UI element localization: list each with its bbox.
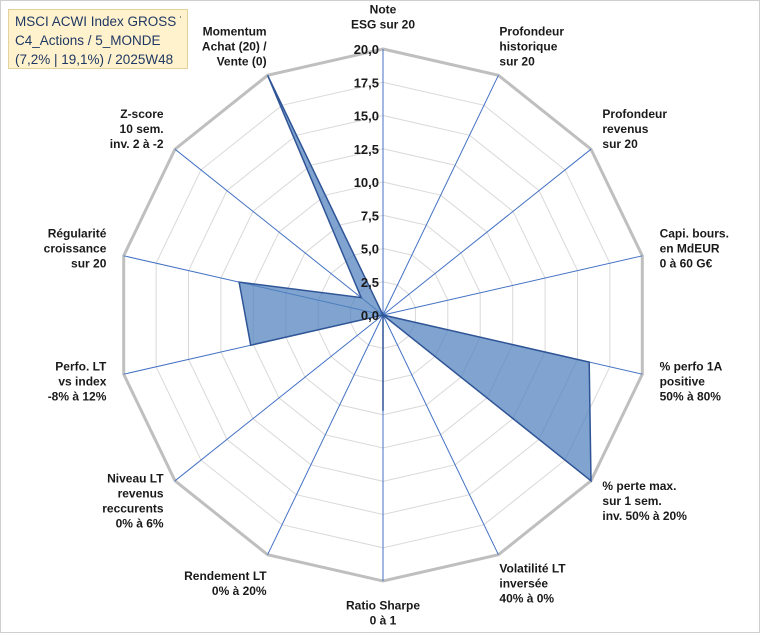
radar-tick-label: 20,0	[354, 42, 379, 57]
radar-axis-label-line: Volatilité LT	[499, 562, 566, 576]
radar-axis-label-line: reccurents	[102, 501, 164, 515]
radar-axis-label: Perfo. LT vs index -8% à 12%	[48, 359, 107, 403]
radar-axis-label-line: 10 sem.	[120, 122, 164, 136]
radar-tick-label: 5,0	[361, 242, 379, 257]
radar-axis-label-line: 0% à 6%	[116, 516, 164, 530]
radar-axis-label-line: sur 20	[71, 257, 107, 271]
radar-spoke	[382, 255, 643, 316]
radar-axis-label-line: Momentum	[203, 25, 267, 39]
radar-axis-label-line: inversée	[499, 577, 548, 591]
radar-axis-label-line: sur 20	[499, 55, 535, 69]
chart-title-box: MSCI ACWI Index GROSS TR C4_Actions / 5_…	[8, 9, 188, 69]
radar-axis-label-line: Vente (0)	[217, 55, 267, 69]
radar-tick-labels: 0,0 2,5 5,0 7,5 10,0 12,5 15,0 17,5 20,0	[354, 42, 379, 323]
radar-axis-label-line: Note	[370, 3, 397, 17]
radar-axis-label: Capi. bours. en MdEUR 0 à 60 G€	[660, 227, 729, 271]
radar-axis-label-line: 0 à 60 G€	[660, 257, 713, 271]
chart-title-line-1: MSCI ACWI Index GROSS TR	[15, 14, 181, 29]
radar-axis-label-line: 40% à 0%	[499, 592, 554, 606]
radar-tick-label: 0,0	[361, 308, 379, 323]
radar-axis-label-line: -8% à 12%	[48, 389, 107, 403]
radar-axis-label-line: Profondeur	[499, 25, 564, 39]
radar-axis-label-line: ESG sur 20	[351, 18, 415, 32]
radar-axis-label-line: sur 20	[602, 137, 638, 151]
radar-axis-label-line: Perfo. LT	[55, 359, 107, 373]
radar-spoke	[174, 314, 384, 482]
radar-axis-label: % perte max. sur 1 sem. inv. 50% à 20%	[602, 479, 687, 523]
radar-axis-label-line: Profondeur	[602, 107, 667, 121]
radar-spoke	[382, 148, 592, 316]
radar-axis-label: Profondeur revenus sur 20	[602, 107, 667, 151]
radar-spoke	[382, 314, 499, 555]
radar-tick-label: 2,5	[361, 275, 379, 290]
radar-axis-label-line: % perte max.	[602, 479, 676, 493]
radar-axis-label-line: historique	[499, 40, 557, 54]
radar-axis-label: Régularité croissance sur 20	[44, 227, 107, 271]
radar-spoke	[174, 148, 384, 316]
radar-tick-label: 17,5	[354, 75, 379, 90]
radar-axis-label: Profondeur historique sur 20	[499, 25, 564, 69]
radar-axis-label-line: vs index	[58, 374, 106, 388]
radar-axis-label-line: Capi. bours.	[660, 227, 729, 241]
radar-axis-label-line: Régularité	[48, 227, 107, 241]
radar-axis-label-line: positive	[660, 374, 706, 388]
radar-axis-labels: Note ESG sur 20 Profondeur historique sur 20…	[44, 3, 729, 628]
chart-title-line-2: C4_Actions / 5_MONDE	[15, 33, 161, 48]
radar-axis-label-line: inv. 50% à 20%	[602, 509, 687, 523]
radar-axis-label-line: sur 1 sem.	[602, 494, 661, 508]
radar-axis-label-line: Rendement LT	[184, 569, 267, 583]
radar-axis-label-line: inv. 2 à -2	[110, 137, 164, 151]
radar-tick-label: 12,5	[354, 142, 379, 157]
radar-spoke	[382, 75, 499, 316]
radar-axis-label-line: Ratio Sharpe	[346, 599, 420, 613]
radar-axis-label-line: revenus	[602, 122, 648, 136]
chart-title-line-3: (7,2% | 19,1%) / 2025W48	[15, 52, 174, 67]
radar-axis-label-line: croissance	[44, 242, 107, 256]
radar-axis-label: Momentum Achat (20) / Vente (0)	[202, 25, 267, 69]
radar-axis-label-line: Niveau LT	[107, 471, 164, 485]
radar-axis-label-line: en MdEUR	[660, 242, 720, 256]
radar-axis-label-line: 0 à 1	[370, 614, 397, 628]
radar-axis-label: Note ESG sur 20	[351, 3, 415, 32]
radar-tick-label: 15,0	[354, 109, 379, 124]
radar-axis-label: Ratio Sharpe 0 à 1	[346, 599, 420, 628]
radar-axis-label: Rendement LT 0% à 20%	[184, 569, 267, 598]
radar-axis-label: Niveau LT revenus reccurents 0% à 6%	[102, 471, 164, 530]
radar-axis-label: Z-score 10 sem. inv. 2 à -2	[110, 107, 164, 151]
radar-axis-label: Volatilité LT inversée 40% à 0%	[499, 562, 566, 606]
radar-spoke	[267, 314, 384, 555]
radar-tick-label: 7,5	[361, 208, 379, 223]
radar-axis-label-line: Z-score	[120, 107, 164, 121]
radar-axis-label-line: 50% à 80%	[660, 389, 722, 403]
radar-series-area	[238, 74, 592, 483]
radar-axis-label-line: revenus	[118, 486, 164, 500]
radar-axis-label: % perfo 1A positive 50% à 80%	[660, 359, 723, 403]
radar-axis-label-line: % perfo 1A	[660, 359, 723, 373]
radar-tick-label: 10,0	[354, 175, 379, 190]
radar-series-layer	[238, 74, 592, 483]
radar-axis-label-line: Achat (20) /	[202, 40, 267, 54]
radar-axis-label-line: 0% à 20%	[212, 584, 267, 598]
